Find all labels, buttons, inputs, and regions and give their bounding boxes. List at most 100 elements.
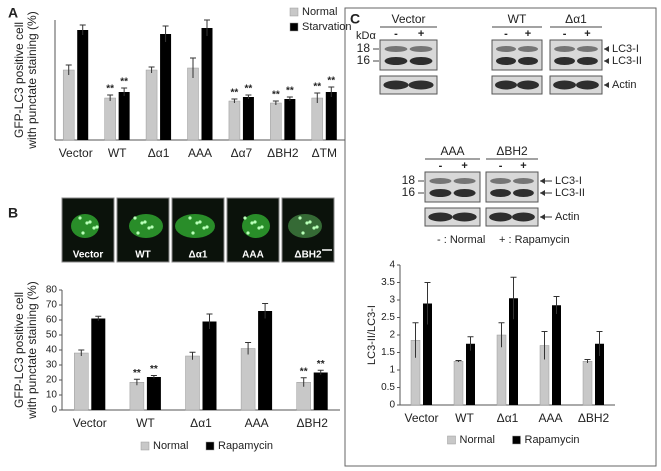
legend-label: Normal <box>302 6 337 18</box>
band <box>452 212 477 222</box>
bar <box>240 348 256 411</box>
error-bar <box>121 87 128 96</box>
x-tick-label: WT <box>136 416 155 430</box>
puncta <box>85 221 89 225</box>
error-bar <box>148 66 155 73</box>
legend-label: Normal <box>460 434 495 446</box>
y-tick-label: 2 <box>389 330 395 341</box>
error-bar <box>596 331 603 356</box>
legend-swatch <box>289 7 299 17</box>
x-tick-label: Δα1 <box>497 411 519 425</box>
error-bar <box>107 94 114 101</box>
lane-sign: - <box>504 28 508 40</box>
band <box>495 80 517 90</box>
band <box>554 57 575 65</box>
error-bar <box>79 24 86 35</box>
y-axis-label: with punctate staining (%) <box>25 11 39 149</box>
significance: ** <box>272 90 280 101</box>
cell-label: Δα1 <box>189 250 208 261</box>
puncta <box>191 231 195 235</box>
significance: ** <box>327 76 335 87</box>
y-axis-label: with punctate staining (%) <box>25 281 39 419</box>
significance: ** <box>133 368 141 379</box>
kda-marker: 18 <box>357 41 371 55</box>
lane-group: WT <box>508 12 527 26</box>
x-tick-label: ΔBH2 <box>267 146 299 160</box>
y-tick-label: 4 <box>389 260 395 271</box>
cell-body <box>288 214 322 238</box>
puncta <box>188 216 192 220</box>
bar <box>91 318 106 410</box>
cell-label: ΔBH2 <box>294 250 322 261</box>
bar <box>118 92 130 140</box>
error-bar <box>300 377 307 387</box>
error-bar <box>133 378 140 386</box>
error-bar <box>262 303 269 319</box>
y-tick-label: 3 <box>389 295 395 306</box>
lane-sign: + <box>418 28 424 40</box>
band <box>496 46 516 52</box>
puncta <box>198 220 202 224</box>
cell-label: WT <box>135 250 151 261</box>
bar <box>582 361 593 406</box>
bar <box>201 28 213 140</box>
band <box>428 212 453 222</box>
band <box>429 189 452 197</box>
error-bar <box>424 282 431 325</box>
legend-swatch <box>447 435 456 445</box>
puncta <box>150 225 154 229</box>
puncta <box>260 225 264 229</box>
band <box>490 178 511 184</box>
band <box>513 189 534 197</box>
error-bar <box>584 359 591 363</box>
band-label: Actin <box>612 79 636 91</box>
puncta <box>205 225 209 229</box>
kda-marker: 16 <box>402 185 416 199</box>
error-bar <box>455 360 462 362</box>
error-bar <box>95 315 102 321</box>
lane-sign: + <box>525 28 531 40</box>
lane-sign: - <box>499 160 503 172</box>
legend-label: Rapamycin <box>218 440 273 452</box>
band <box>490 189 511 197</box>
significance: ** <box>150 364 158 375</box>
cell-body <box>175 214 215 238</box>
band <box>409 57 433 65</box>
significance: ** <box>313 82 321 93</box>
blot-note: - : Normal <box>437 234 485 246</box>
x-tick-label: Δα7 <box>231 146 253 160</box>
x-tick-label: AAA <box>245 416 269 430</box>
puncta <box>246 231 250 235</box>
bar <box>77 30 89 140</box>
error-bar <box>317 369 324 375</box>
lane-group: Δα1 <box>565 12 587 26</box>
arrow-head <box>540 190 545 196</box>
error-bar <box>231 98 238 103</box>
significance: ** <box>286 86 294 97</box>
error-bar <box>272 100 279 105</box>
kda-marker: 16 <box>357 53 371 67</box>
y-tick-label: 1 <box>389 365 395 376</box>
lane-group: Vector <box>391 12 425 26</box>
y-tick-label: 20 <box>46 375 58 386</box>
puncta <box>95 225 99 229</box>
cell-body <box>71 214 99 238</box>
band <box>577 46 598 52</box>
puncta <box>140 221 144 225</box>
band <box>384 46 408 52</box>
band <box>554 46 575 52</box>
puncta <box>315 225 319 229</box>
kda-marker: 18 <box>402 173 416 187</box>
y-tick-label: 30 <box>46 360 58 371</box>
lane-sign: + <box>520 160 526 172</box>
bar <box>185 355 200 411</box>
bar <box>311 97 324 141</box>
band-label: LC3-II <box>555 187 585 199</box>
bar <box>453 361 464 406</box>
x-tick-label: Vector <box>59 146 93 160</box>
arrow-head <box>604 82 609 88</box>
puncta <box>301 231 305 235</box>
lane-sign: + <box>584 28 590 40</box>
error-bar <box>245 94 252 99</box>
band-label: LC3-II <box>612 55 642 67</box>
